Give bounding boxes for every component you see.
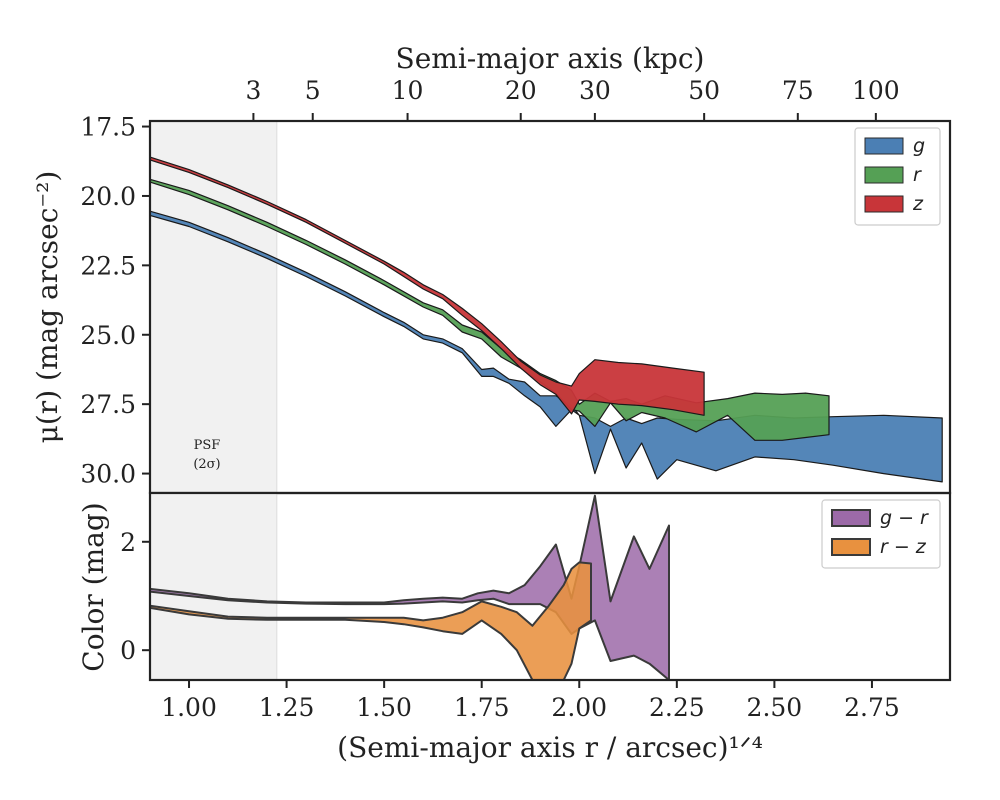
band-g [149,210,943,483]
legend-swatch [831,509,871,527]
band-r [149,178,830,441]
color-legend: g − r r − z [821,499,941,569]
legend-swatch [864,166,904,184]
legend-label: g − r [880,507,929,529]
xtick-label: 2.25 [649,693,705,722]
top-ytick-label: 22.5 [80,251,136,280]
legend-swatch [864,137,904,155]
xtick-label: 2.00 [551,693,607,722]
psf-sigma-label: (2σ) [193,457,220,472]
band-z [149,156,705,416]
legend-swatch [831,538,871,556]
top-ytick-label: 17.5 [80,113,136,142]
kpc-tick-label: 100 [852,76,900,105]
xtick-label: 1.25 [259,693,315,722]
surface-brightness-legend: grz [854,127,941,226]
color-band-r-z [150,561,592,680]
xtick-label: 1.75 [454,693,510,722]
xtick-label: 1.50 [356,693,412,722]
kpc-tick-label: 10 [392,76,424,105]
kpc-tick-label: 50 [688,76,720,105]
psf-region-top [150,121,277,493]
top-ytick-label: 20.0 [80,182,136,211]
kpc-tick-label: 3 [245,76,261,105]
legend-label: r [913,164,922,186]
legend-label: r − z [880,536,927,558]
top-ytick-label: 25.0 [80,321,136,350]
kpc-tick-label: 75 [782,76,814,105]
band-fill-g [149,210,943,483]
color-panel: 0 2 1.00 1.25 1.50 1.75 2.00 2.25 2.50 2.75 Colo… [77,491,952,764]
y-axis-title-surface-brightness: μ(r) (mag arcsec⁻²) [31,171,64,444]
legend-swatch [864,195,904,213]
xtick-label: 1.00 [161,693,217,722]
top-ytick-label: 27.5 [80,390,136,419]
legend-label: z [912,193,924,215]
kpc-tick-label: 20 [505,76,537,105]
psf-region-bottom [150,493,277,680]
surface-brightness-panel: 17.5 20.0 22.5 25.0 27.5 30.0 3 5 10 20 30 50 75 100… [31,42,952,495]
bottom-ytick-label: 2 [120,528,136,557]
kpc-tick-label: 5 [305,76,321,105]
xtick-label: 2.50 [747,693,803,722]
legend-label: g [913,135,925,157]
bottom-ytick-label: 0 [120,636,136,665]
psf-label: PSF [194,438,221,453]
kpc-tick-label: 30 [579,76,611,105]
band-fill-z [149,156,705,416]
x-axis-title: (Semi-major axis r / arcsec)¹ᐟ⁴ [337,731,763,764]
band-fill-r [149,178,830,441]
top-ytick-label: 30.0 [80,460,136,489]
y-axis-title-color: Color (mag) [77,502,110,671]
top-axis-title: Semi-major axis (kpc) [396,42,705,75]
bottom-panel-frame [148,491,952,682]
xtick-label: 2.75 [844,693,900,722]
